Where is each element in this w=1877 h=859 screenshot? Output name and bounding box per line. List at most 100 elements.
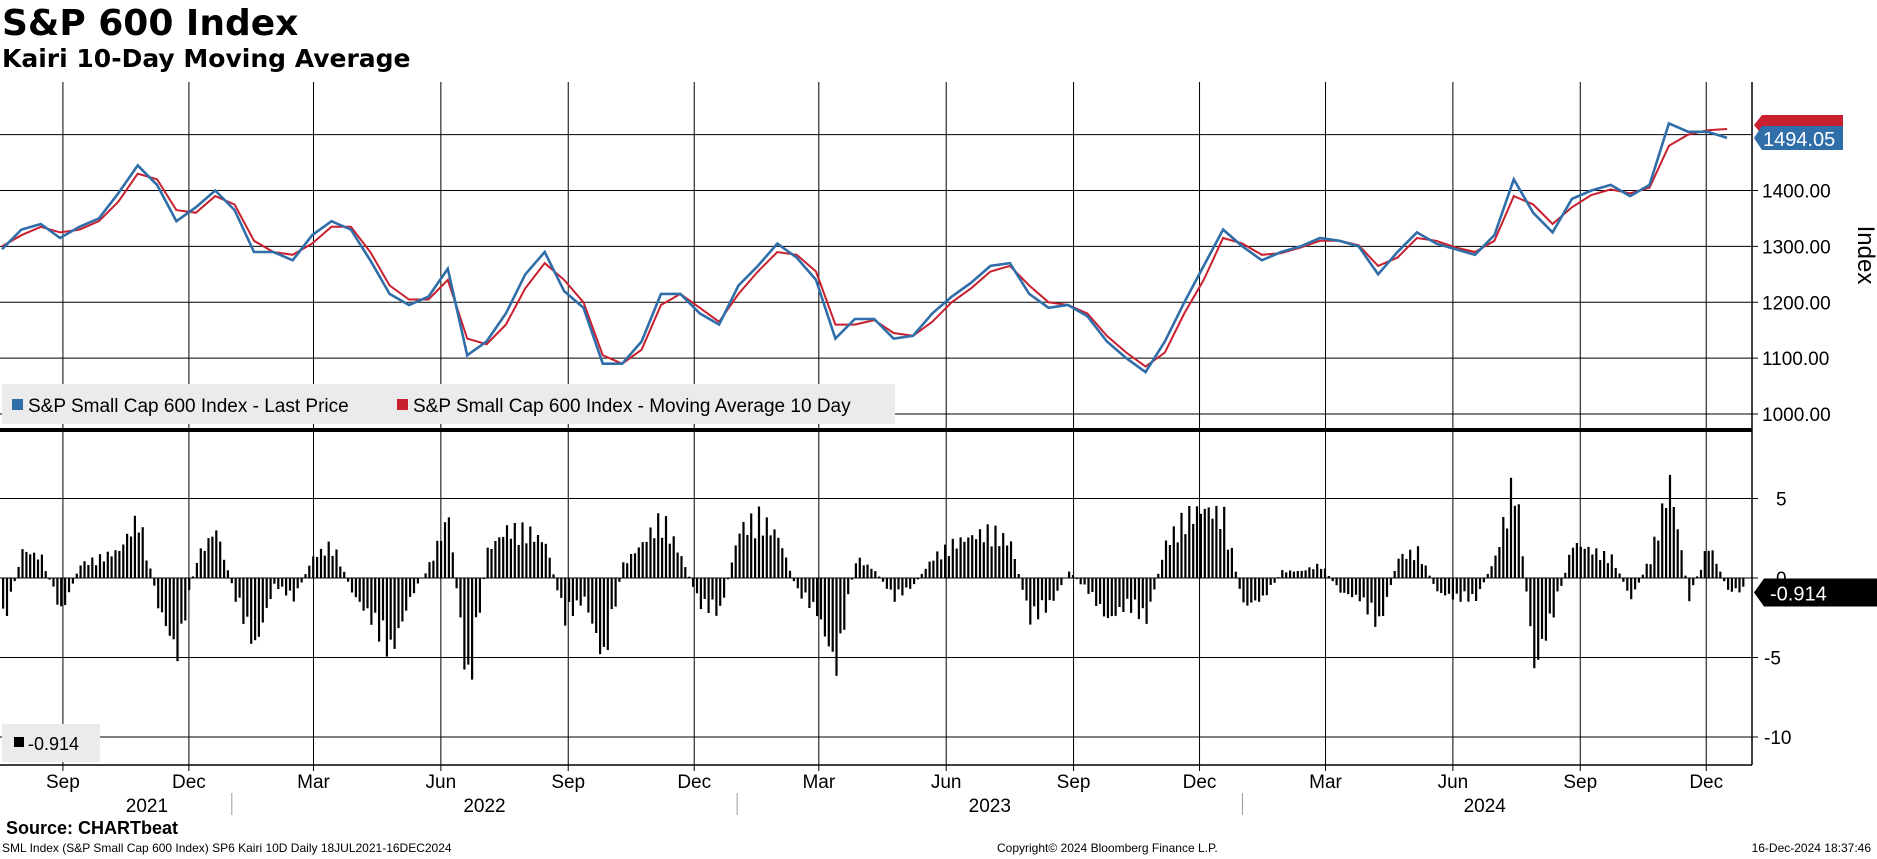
kairi-bar (703, 578, 706, 599)
kairi-bar (688, 576, 691, 578)
kairi-bar (978, 529, 982, 578)
x-year-label: 2021 (126, 796, 168, 817)
kairi-bar (854, 563, 857, 578)
kairi-bar (277, 578, 280, 589)
kairi-bar (1172, 526, 1175, 578)
kairi-bar (1564, 572, 1567, 578)
kairi-bar (1599, 560, 1602, 578)
kairi-bar (1230, 547, 1233, 578)
kairi-bar (347, 578, 350, 582)
kairi-bar (1250, 578, 1253, 603)
x-month-label: Jun (426, 772, 457, 793)
kairi-bar (316, 557, 319, 578)
kairi-bar (1727, 578, 1730, 590)
kairi-bar (261, 578, 264, 623)
kairi-bar (812, 578, 815, 602)
kairi-bar (199, 548, 202, 578)
kairi-bar (1343, 578, 1346, 593)
kairi-bar (1630, 578, 1633, 600)
kairi-bar (521, 522, 524, 578)
kairi-bar (416, 578, 419, 584)
kairi-bar (885, 578, 888, 589)
chart-subtitle: Kairi 10-Day Moving Average (2, 44, 411, 73)
kairi-bar (1424, 565, 1427, 578)
kairi-bar (940, 559, 943, 578)
kairi-bar (1587, 546, 1590, 578)
kairi-bar (626, 563, 629, 578)
kairi-bar (432, 560, 435, 578)
kairi-bar (556, 578, 559, 591)
kairi-bar (265, 578, 268, 608)
kairi-bar (1223, 506, 1226, 578)
kairi-bar (536, 535, 540, 578)
kairi-bar (1680, 550, 1683, 578)
kairi-bar (1219, 529, 1222, 578)
x-month-label: Jun (931, 772, 962, 793)
kairi-bar (1649, 564, 1652, 578)
kairi-bar (1482, 578, 1485, 583)
x-year-label: 2023 (969, 796, 1011, 817)
kairi-bar (1389, 578, 1392, 586)
kairi-bar (1692, 578, 1695, 586)
kairi-bar (474, 578, 478, 618)
legend-swatch-ma (397, 399, 408, 410)
kairi-bar (928, 561, 931, 578)
kairi-bar (1145, 578, 1148, 624)
kairi-bar (71, 578, 74, 584)
kairi-bar (1552, 578, 1555, 618)
kairi-bar (1347, 578, 1350, 595)
kairi-bar (87, 565, 90, 578)
kairi-bar (478, 578, 481, 613)
kairi-bar (1188, 506, 1191, 578)
kairi-bar (1451, 578, 1454, 600)
kairi-bar (420, 578, 423, 579)
kairi-bar (1416, 546, 1420, 578)
kairi-bar (486, 547, 489, 578)
kairi-bar (331, 555, 334, 578)
kairi-bar (1653, 536, 1656, 578)
kairi-bar (1192, 523, 1195, 578)
kairi-bar (1122, 578, 1125, 612)
kairi-bar (1180, 512, 1183, 578)
kairi-bar (1420, 564, 1423, 578)
y-axis-title: Index (1852, 226, 1877, 285)
kairi-bar (122, 544, 125, 578)
kairi-bar (1281, 570, 1284, 578)
kairi-bar (1130, 578, 1133, 613)
kairi-bar (494, 541, 497, 578)
kairi-bar (281, 578, 284, 587)
kairi-bar (172, 578, 175, 640)
kairi-bar (1626, 578, 1629, 591)
kairi-bar (622, 562, 625, 578)
kairi-bar (525, 543, 528, 578)
security-description: SML Index (S&P Small Cap 600 Index) SP6 … (2, 841, 452, 855)
kairi-bar (602, 578, 605, 647)
kairi-bar (52, 578, 55, 587)
kairi-bar (374, 578, 377, 613)
kairi-bar (1002, 533, 1005, 578)
kairi-bar (436, 540, 439, 578)
kairi-bar (9, 578, 12, 592)
kairi-bar (707, 578, 710, 613)
kairi-bar (1351, 578, 1354, 598)
kairi-bar (184, 578, 187, 621)
kairi-bar (1207, 507, 1210, 578)
kairi-bar (1370, 578, 1373, 603)
kairi-bar (571, 578, 574, 616)
kairi-bar (761, 535, 764, 578)
kairi-bar (839, 578, 842, 634)
kairi-bar (1742, 578, 1745, 587)
kairi-bar (106, 551, 109, 578)
kairi-bar (1316, 563, 1319, 578)
kairi-bar (296, 578, 299, 589)
kairi-bar (1025, 578, 1028, 601)
kairi-bar (726, 578, 730, 580)
kairi-bar (44, 571, 47, 578)
kairi-bar (1676, 529, 1679, 578)
kairi-bar (129, 536, 133, 578)
kairi-bar (994, 525, 997, 578)
kairi-bar (1017, 574, 1020, 578)
kairi-bar (137, 532, 140, 578)
x-month-label: Dec (1183, 772, 1217, 793)
kairi-bar (920, 573, 923, 578)
